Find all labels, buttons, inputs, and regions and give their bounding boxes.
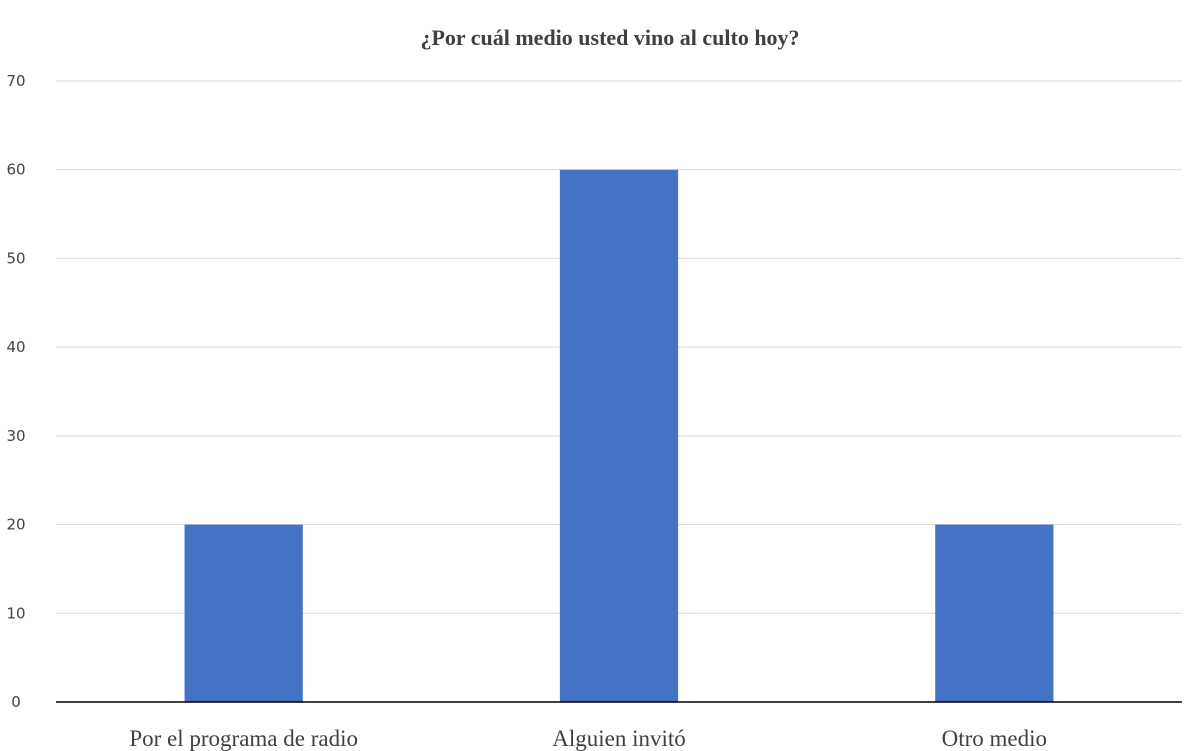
y-tick-label: 70	[6, 72, 25, 90]
y-axis-tick-labels: 0 10 20 30 40 50 60 70	[6, 72, 25, 711]
x-axis-tick-labels: Por el programa de radio Alguien invitó Ot…	[129, 726, 1047, 751]
y-tick-label: 50	[6, 249, 25, 267]
y-tick-label: 60	[6, 161, 25, 179]
x-tick-label: Por el programa de radio	[129, 726, 358, 751]
y-tick-label: 30	[6, 427, 25, 445]
y-tick-label: 10	[6, 604, 25, 622]
bar	[184, 524, 303, 702]
chart-title: ¿Por cuál medio usted vino al culto hoy?	[420, 25, 799, 50]
y-tick-label: 0	[11, 693, 21, 711]
y-tick-label: 20	[6, 516, 25, 534]
x-tick-label: Otro medio	[942, 726, 1047, 751]
y-tick-label: 40	[6, 338, 25, 356]
x-tick-label: Alguien invitó	[552, 726, 686, 751]
bars	[184, 169, 1054, 702]
bar	[559, 169, 679, 702]
bar	[935, 524, 1054, 702]
